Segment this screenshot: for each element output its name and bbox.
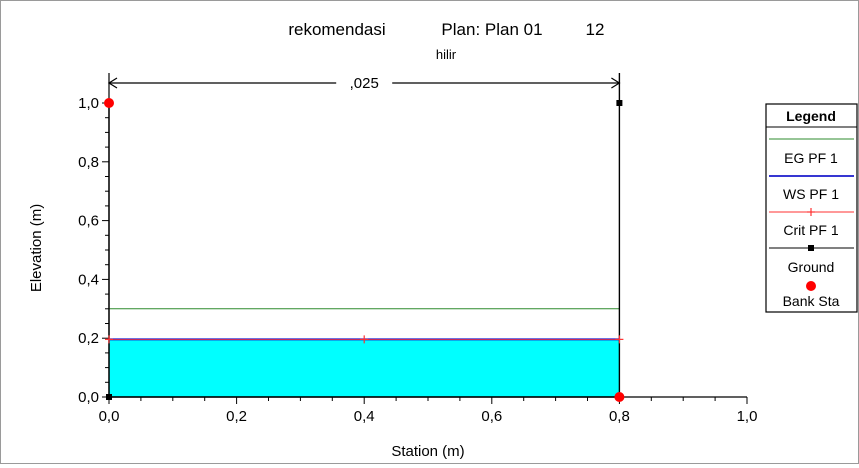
legend: Legend EG PF 1 WS PF 1 Crit PF 1 Ground Bank… (765, 103, 858, 313)
x-tick-label: 0,6 (481, 408, 502, 425)
x-tick-label: 1,0 (737, 408, 758, 425)
manning-annotation-group: ,025 (107, 75, 621, 92)
legend-crit-label: Crit PF 1 (783, 222, 838, 238)
legend-ground-marker (808, 245, 814, 251)
manning-n-label: ,025 (350, 75, 379, 92)
ground-point (616, 100, 623, 106)
legend-bank-label: Bank Sta (783, 293, 840, 309)
bank-sta-point (614, 392, 625, 402)
manning-arrowhead-left (107, 77, 118, 89)
x-tick-label: 0,4 (354, 408, 375, 425)
y-axis-label: Elevation (m) (28, 204, 45, 292)
chart-title-plan: Plan: Plan 01 (441, 20, 542, 39)
manning-arrowhead-right (611, 77, 621, 89)
legend-items: EG PF 1 WS PF 1 Crit PF 1 Ground Bank Sta (769, 138, 854, 309)
series-group (104, 73, 625, 402)
ground-line (108, 103, 621, 398)
y-tick-label: 1,0 (78, 95, 99, 112)
y-tick-label: 0,6 (78, 213, 99, 230)
legend-bank-marker (806, 281, 816, 291)
x-tick-label: 0,2 (226, 408, 247, 425)
y-tick-label: 0,2 (78, 330, 99, 347)
x-tick-label: 0,8 (609, 408, 630, 425)
legend-eg-label: EG PF 1 (784, 150, 838, 166)
y-tick-label: 0,4 (78, 271, 99, 288)
chart-title-project: rekomendasi (288, 20, 385, 39)
bank-sta-point (104, 98, 114, 108)
water-fill-group (109, 339, 620, 397)
chart-title-profile: 12 (586, 20, 605, 39)
water-fill (109, 339, 620, 397)
x-axis-label: Station (m) (391, 443, 464, 460)
legend-ground-label: Ground (788, 259, 835, 275)
x-tick-label: 0,0 (99, 408, 120, 425)
y-tick-label: 0,0 (78, 389, 99, 406)
legend-title: Legend (786, 108, 836, 124)
y-tick-label: 0,8 (78, 154, 99, 171)
legend-ws-label: WS PF 1 (783, 186, 839, 202)
ground-point (106, 394, 112, 400)
chart-subtitle: hilir (436, 47, 457, 62)
